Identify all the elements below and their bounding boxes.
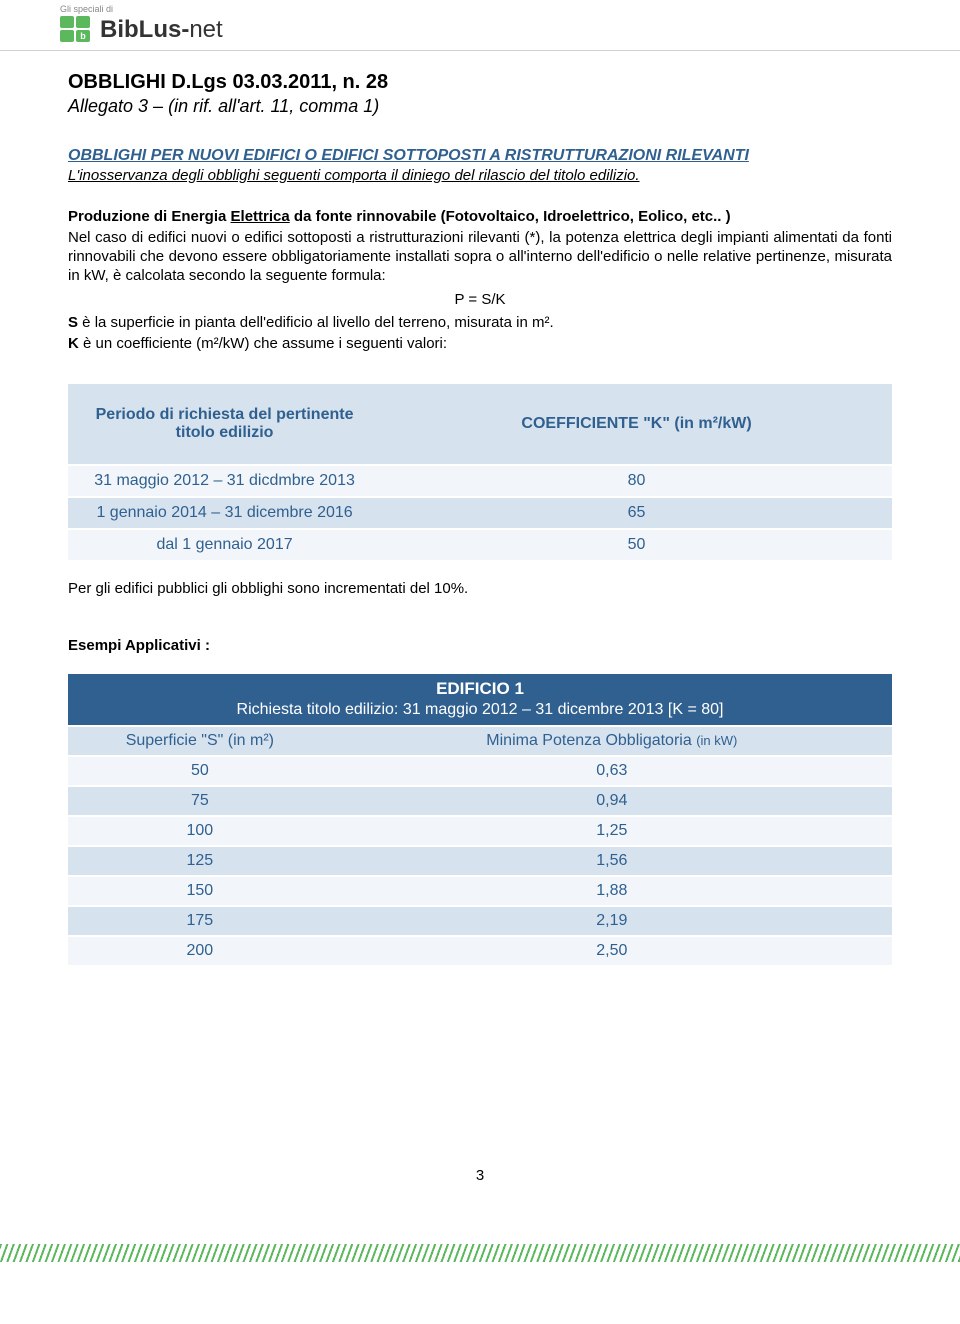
coefficient-table: Periodo di richiesta del pertinente tito…: [68, 382, 892, 562]
t2-banner: EDIFICIO 1 Richiesta titolo edilizio: 31…: [68, 674, 892, 725]
t2-header-2: Minima Potenza Obbligatoria (in kW): [332, 727, 892, 755]
t1-header-1: Periodo di richiesta del pertinente tito…: [68, 384, 381, 464]
header-small-text: Gli speciali di: [60, 4, 960, 14]
table-row: 750,94: [68, 787, 892, 815]
t1-cell: 65: [381, 498, 892, 528]
t2-header-1: Superficie "S" (in m²): [68, 727, 332, 755]
edificio-table: EDIFICIO 1 Richiesta titolo edilizio: 31…: [68, 672, 892, 967]
table-row: 1 gennaio 2014 – 31 dicembre 2016 65: [68, 498, 892, 528]
prod-heading-u: Elettrica: [231, 208, 290, 225]
page-number: 3: [68, 1167, 892, 1184]
def-k: K è un coefficiente (m²/kW) che assume i…: [68, 335, 892, 352]
after-table-note: Per gli edifici pubblici gli obblighi so…: [68, 580, 892, 597]
prod-heading-a: Produzione di Energia: [68, 208, 231, 225]
t1-cell: 50: [381, 530, 892, 560]
prod-heading-b: da fonte rinnovabile (Fotovoltaico, Idro…: [290, 208, 731, 225]
banner-line2: Richiesta titolo edilizio: 31 maggio 201…: [76, 700, 884, 721]
t1-cell: dal 1 gennaio 2017: [68, 530, 381, 560]
def-s: S è la superficie in pianta dell'edifici…: [68, 314, 892, 331]
table-row: 31 maggio 2012 – 31 dicdmbre 2013 80: [68, 466, 892, 496]
prod-heading: Produzione di Energia Elettrica da fonte…: [68, 208, 892, 225]
doc-title: OBBLIGHI D.Lgs 03.03.2011, n. 28: [68, 71, 892, 94]
paragraph-1: Nel caso di edifici nuovi o edifici sott…: [68, 229, 892, 285]
table-row: 2002,50: [68, 937, 892, 965]
table-row: dal 1 gennaio 2017 50: [68, 530, 892, 560]
note-line: L'inosservanza degli obblighi seguenti c…: [68, 167, 892, 184]
banner-line1: EDIFICIO 1: [436, 679, 524, 698]
footer-hatch: [0, 1244, 960, 1262]
logo-text-b: net: [189, 16, 222, 43]
table-row: 1251,56: [68, 847, 892, 875]
page-content: OBBLIGHI D.Lgs 03.03.2011, n. 28 Allegat…: [0, 51, 960, 1244]
t1-header-2: COEFFICIENTE "K" (in m²/kW): [381, 384, 892, 464]
formula: P = S/K: [68, 291, 892, 308]
table-row: 1501,88: [68, 877, 892, 905]
table-row: 500,63: [68, 757, 892, 785]
t1-cell: 1 gennaio 2014 – 31 dicembre 2016: [68, 498, 381, 528]
doc-subtitle: Allegato 3 – (in rif. all'art. 11, comma…: [68, 96, 892, 117]
table-row: 1752,19: [68, 907, 892, 935]
logo-icon: b: [60, 16, 92, 44]
esempi-heading: Esempi Applicativi :: [68, 637, 892, 654]
logo-text: BibLus-net: [100, 16, 223, 44]
t2-header-row: Superficie "S" (in m²) Minima Potenza Ob…: [68, 727, 892, 755]
logo-text-a: BibLus-: [100, 16, 189, 43]
table-row: 1001,25: [68, 817, 892, 845]
t1-cell: 80: [381, 466, 892, 496]
t1-cell: 31 maggio 2012 – 31 dicdmbre 2013: [68, 466, 381, 496]
section-heading: OBBLIGHI PER NUOVI EDIFICI O EDIFICI SOT…: [68, 147, 892, 165]
page-header: Gli speciali di b BibLus-net: [0, 0, 960, 51]
logo: b BibLus-net: [60, 16, 960, 44]
